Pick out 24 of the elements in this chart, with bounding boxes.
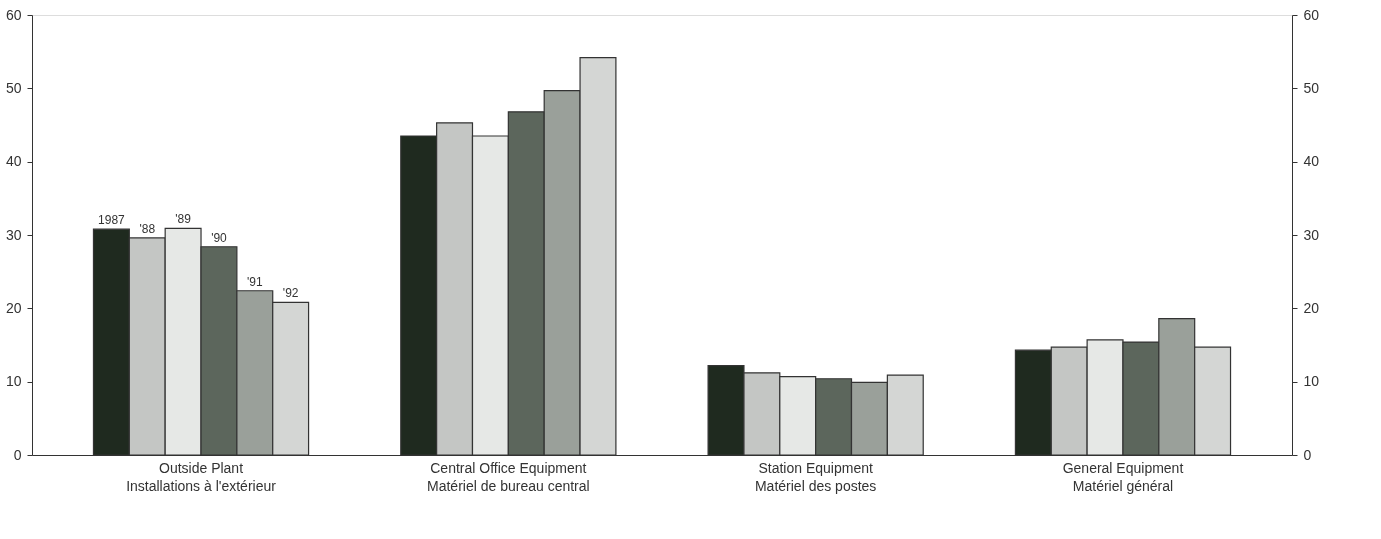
series-label: '88 xyxy=(139,221,156,236)
x-tick-label: Station Equipment Matériel des postes xyxy=(754,459,877,494)
y2-tick-label: 50 xyxy=(1303,79,1320,96)
y2-tick-label: 0 xyxy=(1303,446,1312,463)
x-tick-label: General Equipment Matériel général xyxy=(1062,459,1184,494)
series-label: 1987 xyxy=(98,213,126,228)
y-tick-label: 40 xyxy=(5,153,22,170)
y-tick-label: 20 xyxy=(5,299,22,316)
y2-tick-label: 20 xyxy=(1303,299,1320,316)
series-label: '90 xyxy=(211,230,228,245)
y-tick-label: 50 xyxy=(5,79,22,96)
y-tick-label: 10 xyxy=(5,373,22,390)
series-label: '91 xyxy=(246,274,263,289)
x-tick-label: Outside Plant Installations à l'extérieur xyxy=(126,459,277,494)
y-tick-label: 30 xyxy=(5,226,22,243)
y2-tick-label: 10 xyxy=(1303,373,1320,390)
series-label: '89 xyxy=(175,212,192,227)
series-label: '92 xyxy=(282,286,299,301)
y-tick-label: 60 xyxy=(5,6,22,23)
y2-tick-label: 60 xyxy=(1303,6,1320,23)
y-tick-label: 0 xyxy=(13,446,22,463)
x-tick-label: Central Office Equipment Matériel de bureau central xyxy=(427,459,590,494)
y2-tick-label: 30 xyxy=(1303,226,1320,243)
y2-tick-label: 40 xyxy=(1303,153,1320,170)
